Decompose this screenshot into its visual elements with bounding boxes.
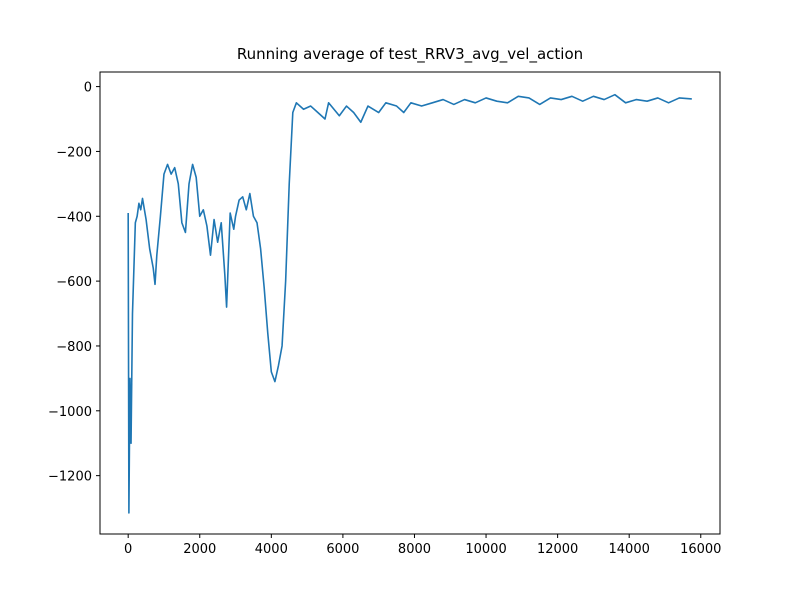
chart-title: Running average of test_RRV3_avg_vel_act… bbox=[237, 45, 583, 64]
y-tick-label: 0 bbox=[84, 81, 92, 96]
x-tick-label: 12000 bbox=[537, 542, 578, 557]
x-tick-label: 8000 bbox=[398, 542, 431, 557]
x-tick-label: 14000 bbox=[609, 542, 650, 557]
data-line bbox=[127, 93, 692, 514]
y-tick-label: −600 bbox=[56, 275, 92, 290]
x-tick-label: 16000 bbox=[680, 542, 721, 557]
axes-frame bbox=[99, 71, 721, 535]
y-tick-label: −1000 bbox=[48, 405, 92, 420]
x-tick-label: 6000 bbox=[326, 542, 359, 557]
y-tick-label: −200 bbox=[56, 145, 92, 160]
y-tick-label: −1200 bbox=[48, 470, 92, 485]
x-tick-label: 10000 bbox=[465, 542, 506, 557]
x-tick-label: 0 bbox=[124, 542, 132, 557]
y-tick-label: −800 bbox=[56, 340, 92, 355]
x-tick-label: 2000 bbox=[183, 542, 216, 557]
x-tick-label: 4000 bbox=[255, 542, 288, 557]
y-tick-label: −400 bbox=[56, 210, 92, 225]
